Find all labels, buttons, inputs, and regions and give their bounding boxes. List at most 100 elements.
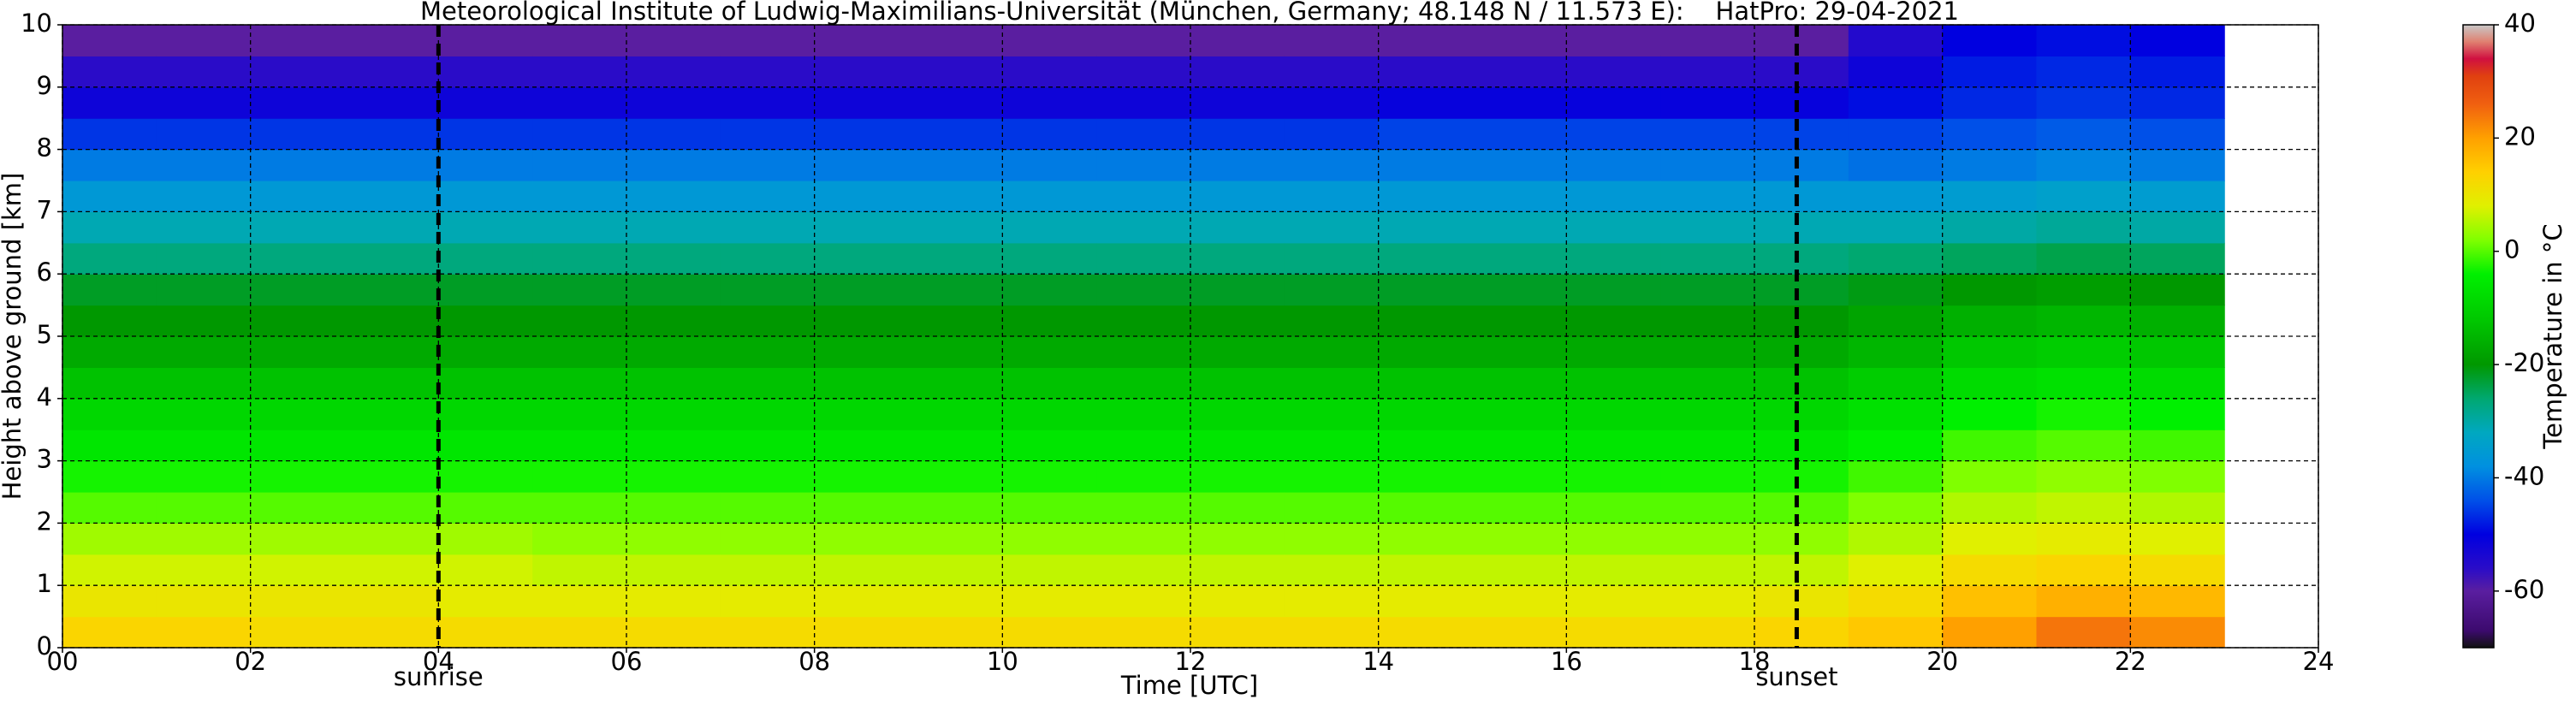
heat-cell (1848, 554, 1944, 586)
heat-cell (1472, 492, 1567, 524)
heat-cell (2130, 274, 2225, 306)
x-tick-label: 04 (423, 647, 454, 676)
heat-cell (1284, 554, 1380, 586)
heat-cell (1472, 25, 1567, 56)
heat-cell (156, 149, 252, 181)
y-tick-label: 9 (37, 71, 52, 100)
heat-cell (720, 181, 816, 212)
heat-cell (156, 367, 252, 400)
heat-cell (814, 274, 910, 306)
heat-cell (62, 616, 157, 649)
heat-cell (1284, 86, 1380, 119)
heat-cell (1848, 56, 1944, 88)
heat-cell (1002, 492, 1097, 524)
heat-cell (1096, 305, 1191, 337)
heat-cell (720, 56, 816, 88)
heat-cell (1848, 86, 1944, 119)
heat-cell (1566, 149, 1661, 181)
heat-cell (1190, 86, 1285, 119)
heat-cell (1378, 492, 1474, 524)
heat-cell (1942, 336, 2038, 368)
heat-cell (344, 56, 439, 88)
heat-cell (156, 430, 252, 462)
heat-cell (2130, 398, 2225, 430)
heat-cell (250, 274, 346, 306)
heat-cell (908, 56, 1003, 88)
x-tick-label: 22 (2115, 647, 2146, 676)
heat-cell (1754, 118, 1849, 151)
heat-cell (720, 25, 816, 56)
heat-cell (1378, 305, 1474, 337)
heat-cell (1848, 492, 1944, 524)
heat-cell (1660, 398, 1755, 430)
heat-cell (1096, 398, 1191, 430)
heat-cell (720, 398, 816, 430)
heat-cell (1096, 554, 1191, 586)
heat-cell (626, 305, 721, 337)
heat-cell (2036, 336, 2131, 368)
heat-cell (1566, 585, 1661, 618)
heat-cell (2036, 492, 2131, 524)
heat-cell (344, 181, 439, 212)
heat-cell (908, 242, 1003, 275)
heat-cell (1848, 367, 1944, 400)
heat-cell (1566, 305, 1661, 337)
heat-cell (1660, 25, 1755, 56)
heat-cell (1096, 274, 1191, 306)
heat-cell (908, 149, 1003, 181)
heat-cell (156, 460, 252, 493)
heat-cell (1096, 181, 1191, 212)
x-tick-label: 14 (1362, 647, 1394, 676)
heat-cell (626, 398, 721, 430)
heat-cell (720, 118, 816, 151)
heat-cell (1378, 616, 1474, 649)
heat-cell (1942, 585, 2038, 618)
heat-cell (532, 492, 627, 524)
heat-cell (62, 305, 157, 337)
heat-cell (1378, 523, 1474, 555)
heat-cell (908, 523, 1003, 555)
heat-cell (1096, 56, 1191, 88)
heat-cell (1660, 460, 1755, 493)
heat-cell (1754, 181, 1849, 212)
heat-cell (720, 554, 816, 586)
heat-cell (1660, 554, 1755, 586)
heat-cell (2036, 430, 2131, 462)
heat-cell (1284, 181, 1380, 212)
heat-cell (2036, 181, 2131, 212)
heat-cell (1942, 181, 2038, 212)
heat-cell (814, 181, 910, 212)
heat-cell (1660, 118, 1755, 151)
heat-cell (62, 492, 157, 524)
heat-cell (720, 430, 816, 462)
heat-cell (156, 398, 252, 430)
heat-cell (1472, 398, 1567, 430)
heat-cell (626, 86, 721, 119)
heat-cell (720, 305, 816, 337)
heat-cell (1754, 86, 1849, 119)
heat-cell (1190, 25, 1285, 56)
heat-cell (344, 398, 439, 430)
heat-cell (438, 554, 533, 586)
heat-cell (1096, 336, 1191, 368)
heat-cell (1002, 25, 1097, 56)
heat-cell (626, 242, 721, 275)
heat-cell (1284, 430, 1380, 462)
heat-cell (626, 585, 721, 618)
heat-cell (1002, 585, 1097, 618)
heat-cell (2036, 367, 2131, 400)
heat-cell (1190, 398, 1285, 430)
heat-cell (2130, 86, 2225, 119)
heat-cell (2036, 211, 2131, 244)
y-tick-label: 7 (37, 195, 52, 224)
heat-cell (1942, 86, 2038, 119)
heat-cell (344, 211, 439, 244)
heat-cell (1096, 460, 1191, 493)
heat-cell (908, 118, 1003, 151)
heat-cell (438, 523, 533, 555)
colorbar-tick-label: -60 (2504, 575, 2544, 604)
heat-cell (1754, 242, 1849, 275)
heat-cell (1942, 492, 2038, 524)
heat-cell (1754, 523, 1849, 555)
heat-cell (1002, 242, 1097, 275)
